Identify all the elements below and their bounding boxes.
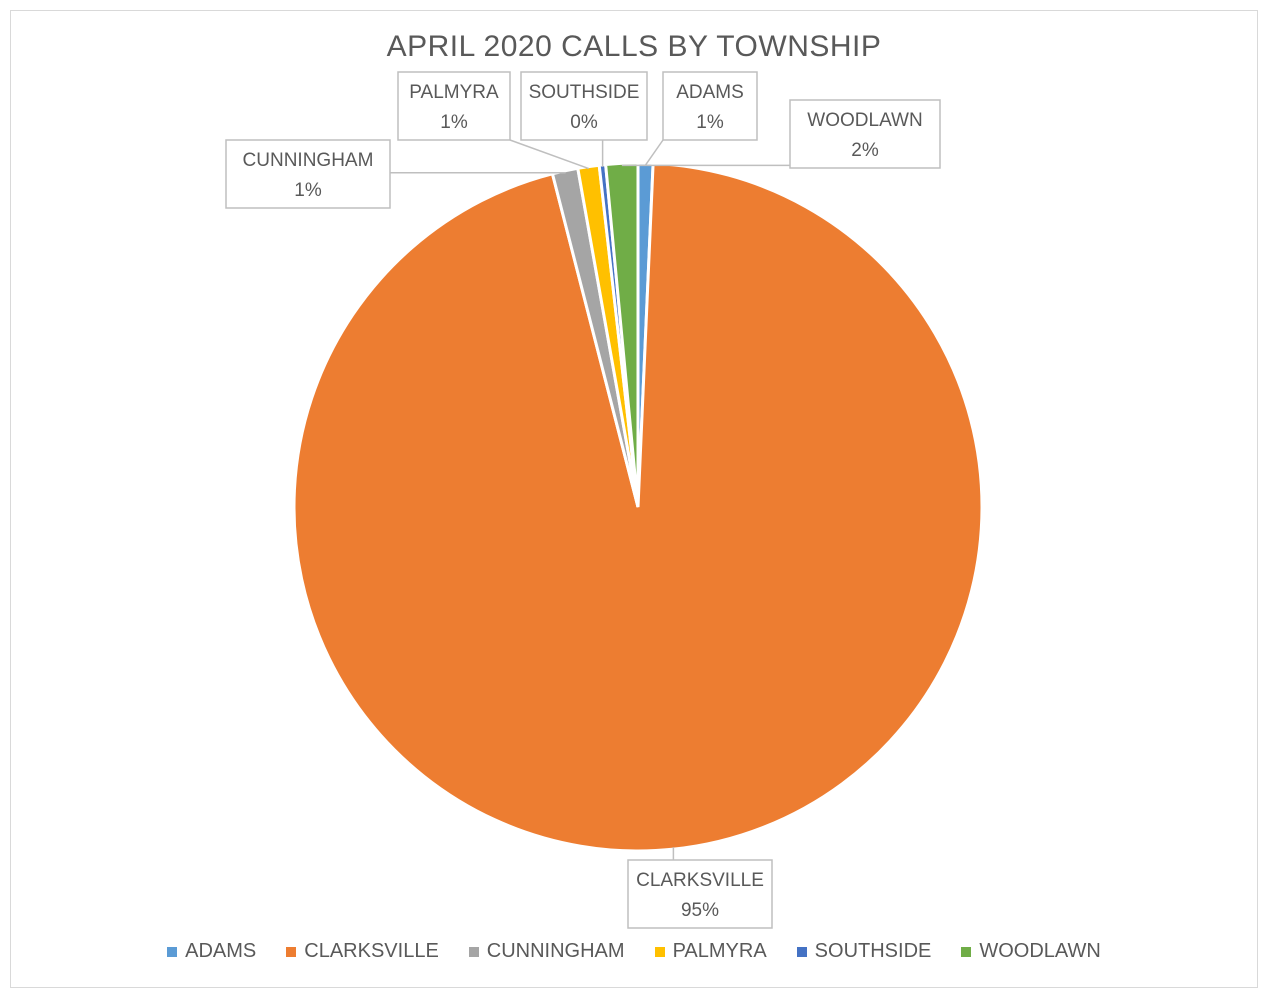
data-label-percent-adams: 1% [696, 112, 724, 133]
pie-slice-woodlawn [603, 161, 640, 508]
data-label-percent-palmyra: 1% [440, 112, 468, 133]
legend-label-adams: ADAMS [185, 940, 257, 962]
data-label-box-woodlawn [789, 99, 941, 169]
legend-item-cunningham: CUNNINGHAM [468, 940, 625, 963]
legend-label-clarksville: CLARKSVILLE [304, 940, 439, 962]
data-label-percent-woodlawn: 2% [851, 140, 879, 161]
data-label-percent-southside: 0% [570, 112, 598, 133]
leader-line-adams [644, 139, 664, 166]
legend-label-southside: SOUTHSIDE [814, 940, 932, 962]
legend-swatch-woodlawn [961, 946, 972, 957]
data-label-box-clarksville [627, 859, 773, 929]
legend-swatch-palmyra [654, 946, 665, 957]
legend-label-woodlawn: WOODLAWN [979, 940, 1101, 962]
data-label-name-woodlawn: WOODLAWN [807, 110, 922, 131]
legend-item-southside: SOUTHSIDE [796, 940, 932, 963]
legend-item-woodlawn: WOODLAWN [961, 940, 1101, 963]
data-label-name-southside: SOUTHSIDE [529, 82, 640, 103]
data-label-box-palmyra [397, 71, 511, 141]
legend: ADAMS CLARKSVILLE CUNNINGHAM PALMYRA SOU… [0, 940, 1268, 963]
legend-swatch-clarksville [286, 946, 297, 957]
data-label-name-palmyra: PALMYRA [409, 82, 499, 103]
data-label-box-adams [662, 71, 758, 141]
leader-line-palmyra [509, 139, 590, 170]
legend-item-adams: ADAMS [167, 940, 256, 963]
legend-swatch-adams [167, 946, 178, 957]
data-label-percent-clarksville: 95% [681, 900, 719, 921]
legend-swatch-southside [796, 946, 807, 957]
data-label-name-cunningham: CUNNINGHAM [243, 150, 374, 171]
legend-label-palmyra: PALMYRA [672, 940, 767, 962]
legend-item-palmyra: PALMYRA [654, 940, 767, 963]
data-label-box-southside [520, 71, 648, 141]
chart-title: APRIL 2020 CALLS BY TOWNSHIP [386, 30, 882, 63]
legend-swatch-cunningham [468, 946, 479, 957]
data-label-name-adams: ADAMS [676, 82, 744, 103]
data-label-percent-cunningham: 1% [294, 180, 322, 201]
legend-label-cunningham: CUNNINGHAM [486, 940, 625, 962]
data-label-name-clarksville: CLARKSVILLE [636, 870, 764, 891]
data-label-box-cunningham [225, 139, 391, 209]
legend-item-clarksville: CLARKSVILLE [286, 940, 439, 963]
